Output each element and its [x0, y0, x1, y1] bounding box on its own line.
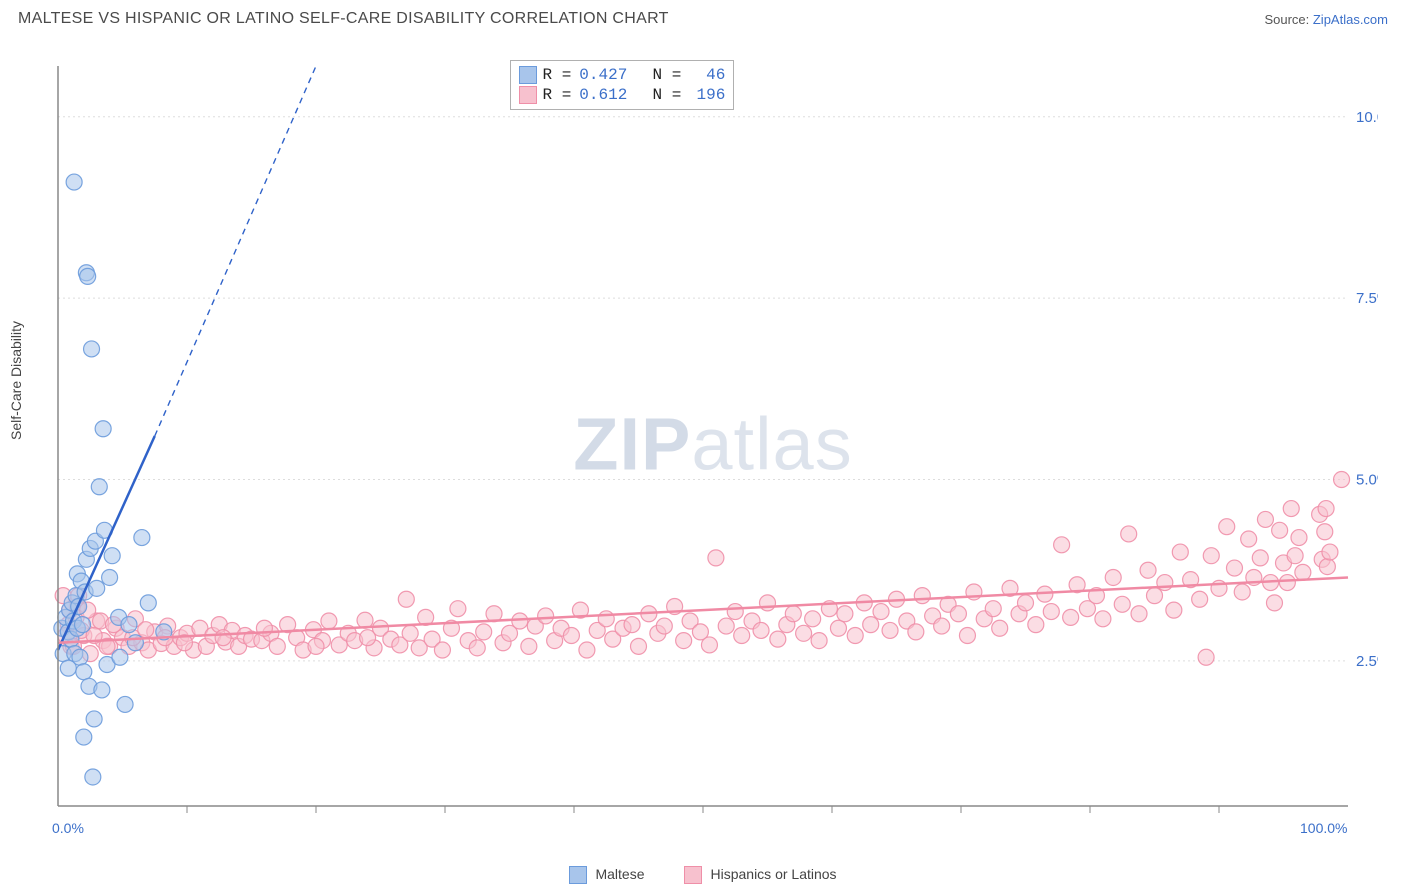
chart-title: MALTESE VS HISPANIC OR LATINO SELF-CARE …: [18, 10, 669, 28]
stat-n-value: 46: [687, 66, 725, 84]
source-prefix: Source:: [1264, 12, 1312, 27]
stat-legend-row: R = 0.612 N = 196: [519, 85, 726, 105]
stat-r-value: 0.612: [577, 86, 627, 104]
stat-r-label: R =: [543, 86, 572, 104]
chart-area: 2.5%5.0%7.5%10.0% ZIPatlas R =0.427 N =4…: [48, 58, 1378, 838]
svg-text:7.5%: 7.5%: [1356, 290, 1378, 307]
scatter-chart: 2.5% 5.0% 7.5% 10.0%: [48, 58, 1378, 838]
legend-swatch-icon: [684, 866, 702, 884]
stat-legend-row: R = 0.427 N = 46: [519, 65, 726, 85]
stat-legend: R = 0.427 N = 46 R = 0.612 N = 196: [510, 60, 735, 110]
svg-text:2.5%: 2.5%: [1356, 653, 1378, 670]
stat-r-value: 0.427: [577, 66, 627, 84]
stat-r-label: R =: [543, 66, 572, 84]
footer-legend: Maltese Hispanics or Latinos: [0, 866, 1406, 884]
legend-swatch-icon: [569, 866, 587, 884]
stat-n-value: 196: [687, 86, 725, 104]
y-axis-label: Self-Care Disability: [8, 321, 24, 440]
footer-legend-item: Maltese: [569, 866, 644, 884]
footer-legend-item: Hispanics or Latinos: [684, 866, 836, 884]
legend-label: Maltese: [595, 866, 644, 882]
source: Source: ZipAtlas.com: [1264, 12, 1388, 27]
svg-text:5.0%: 5.0%: [1356, 472, 1378, 489]
legend-swatch-icon: [519, 66, 537, 84]
legend-swatch-icon: [519, 86, 537, 104]
stat-n-label: N =: [633, 66, 681, 84]
x-axis-min-label: 0.0%: [52, 820, 84, 836]
source-link[interactable]: ZipAtlas.com: [1313, 12, 1388, 27]
svg-text:10.0%: 10.0%: [1356, 109, 1378, 126]
x-axis-max-label: 100.0%: [1300, 820, 1347, 836]
header: MALTESE VS HISPANIC OR LATINO SELF-CARE …: [0, 0, 1406, 32]
legend-label: Hispanics or Latinos: [710, 866, 836, 882]
stat-n-label: N =: [633, 86, 681, 104]
